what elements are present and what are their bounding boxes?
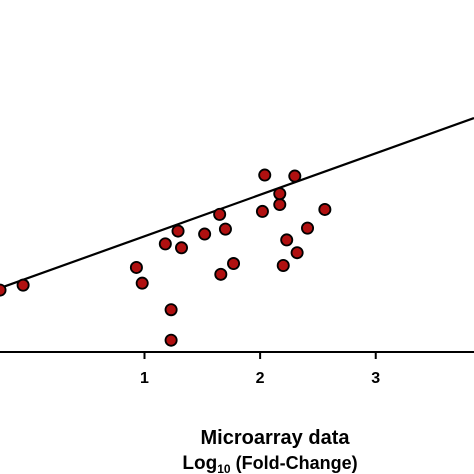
data-point <box>301 221 315 235</box>
data-point <box>175 241 189 255</box>
x-tick-label: 2 <box>256 370 265 387</box>
data-point <box>218 222 232 236</box>
data-point <box>318 202 332 216</box>
data-point <box>158 237 172 251</box>
data-point <box>280 233 294 247</box>
trend-line-layer <box>0 116 474 290</box>
x-axis-unit-suffix: (Fold-Change) <box>231 453 358 473</box>
data-point <box>0 283 7 297</box>
x-axis-unit-subscript: 10 <box>217 462 231 474</box>
data-point <box>258 168 272 182</box>
data-point <box>164 333 178 347</box>
data-point <box>273 187 287 201</box>
x-axis-title: Microarray data <box>201 427 351 449</box>
x-tick-label: 1 <box>140 370 149 387</box>
data-point <box>288 169 302 183</box>
axis-labels: Microarray data Log10 (Fold-Change) <box>182 427 357 474</box>
x-axis-unit-prefix: Log <box>182 453 217 474</box>
data-point <box>273 198 287 212</box>
trend-line <box>0 116 474 290</box>
data-point <box>276 258 290 272</box>
data-point <box>213 207 227 221</box>
data-point <box>171 224 185 238</box>
x-axis: 1 2 3 <box>0 351 474 387</box>
data-point <box>16 278 30 292</box>
data-point <box>290 246 304 260</box>
data-points <box>0 168 332 347</box>
x-axis-unit: Log10 (Fold-Change) <box>182 453 357 474</box>
data-point <box>227 257 241 271</box>
data-point <box>164 303 178 317</box>
data-point <box>255 204 269 218</box>
data-point <box>135 276 149 290</box>
data-point <box>214 267 228 281</box>
data-point <box>129 260 143 274</box>
data-point <box>198 227 212 241</box>
x-tick-label: 3 <box>371 370 380 387</box>
